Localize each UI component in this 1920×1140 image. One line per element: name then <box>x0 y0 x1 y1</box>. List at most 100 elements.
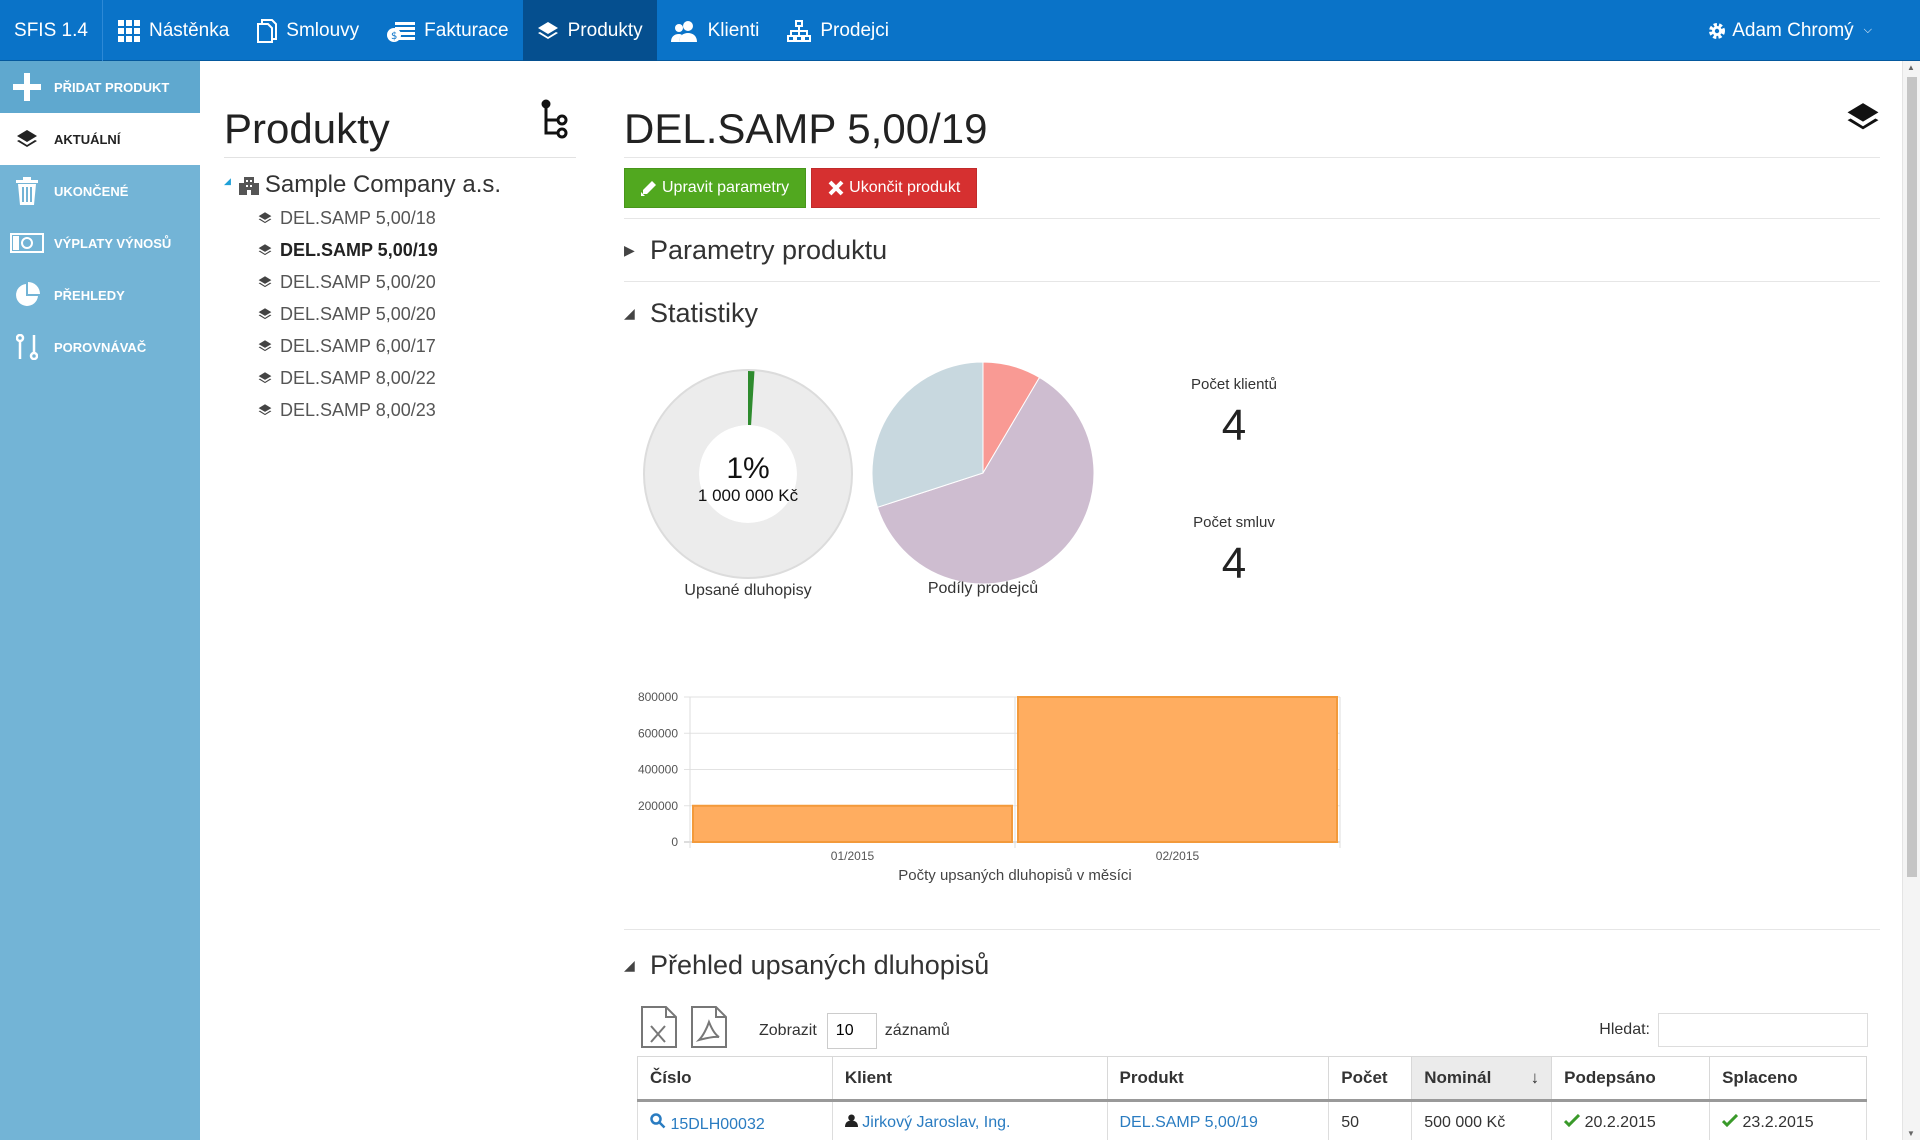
section-subscribed-bonds[interactable]: ◢ Přehled upsaných dluhopisů <box>624 934 1880 996</box>
y-tick-label: 200000 <box>638 799 678 813</box>
nav-item-prodejci[interactable]: Prodejci <box>773 0 903 61</box>
pie-icon <box>0 282 54 308</box>
expanded-arrow-icon: ◢ <box>624 956 635 973</box>
pdf-export-icon[interactable] <box>691 1006 727 1053</box>
product-tree-panel: Produkty ◢ Sample Company a.s. DEL.SAMP … <box>224 61 576 426</box>
tree-view-icon[interactable] <box>540 99 570 144</box>
sidebar: PŘIDAT PRODUKT AKTUÁLNÍ UKONČENÉ VÝPLATY… <box>0 61 200 1140</box>
x-tick-label: 01/2015 <box>831 849 875 863</box>
sidebar-item-reports[interactable]: PŘEHLEDY <box>0 269 200 321</box>
user-name: Adam Chromý <box>1732 19 1854 41</box>
donut-fill-segment <box>748 371 755 426</box>
product-tree-item[interactable]: DEL.SAMP 5,00/19 <box>258 234 576 266</box>
y-tick-label: 800000 <box>638 690 678 704</box>
bar-01/2015[interactable] <box>692 804 1013 843</box>
sellers-share-pie <box>871 361 1095 585</box>
excel-export-icon[interactable] <box>641 1006 677 1053</box>
product-name: DEL.SAMP 5,00/19 <box>280 239 438 260</box>
document-icon <box>257 18 278 43</box>
divider <box>624 929 1880 930</box>
sidebar-item-ended[interactable]: UKONČENÉ <box>0 165 200 217</box>
kpi-label: Počet smluv <box>1193 514 1275 531</box>
column-header-produkt[interactable]: Produkt <box>1106 1056 1330 1102</box>
sidebar-item-add-product[interactable]: PŘIDAT PRODUKT <box>0 61 200 113</box>
column-header-cislo[interactable]: Číslo <box>637 1056 833 1102</box>
donut-percent: 1% <box>726 452 770 485</box>
nav-item-klienti[interactable]: Klienti <box>657 0 774 61</box>
pie-slice-2[interactable] <box>871 361 984 508</box>
nav-item-nastenka[interactable]: Nástěnka <box>104 0 243 61</box>
cell-produkt: DEL.SAMP 5,00/19 <box>1106 1100 1330 1140</box>
svg-text:$: $ <box>391 31 397 42</box>
user-menu[interactable]: Adam Chromý ⌵ <box>1708 0 1872 61</box>
y-tick-label: 600000 <box>638 726 678 740</box>
page-size-control: Zobrazit záznamů <box>759 1013 950 1049</box>
product-tree-item[interactable]: DEL.SAMP 5,00/20 <box>258 298 576 330</box>
scroll-down-icon[interactable]: ▼ <box>1907 1129 1915 1138</box>
section-title: Parametry produktu <box>650 234 888 265</box>
end-product-button[interactable]: Ukončit produkt <box>811 168 978 208</box>
product-tree-item[interactable]: DEL.SAMP 6,00/17 <box>258 330 576 362</box>
section-product-parameters[interactable]: ▶ Parametry produktu <box>624 219 1880 281</box>
button-label: Ukončit produkt <box>849 179 961 196</box>
app-brand[interactable]: SFIS 1.4 <box>0 0 103 61</box>
column-header-pocet[interactable]: Počet <box>1328 1056 1413 1102</box>
section-statistics[interactable]: ◢ Statistiky <box>624 282 1880 344</box>
divider <box>224 157 576 158</box>
nav-item-smlouvy[interactable]: Smlouvy <box>243 0 373 61</box>
product-tree-item[interactable]: DEL.SAMP 8,00/22 <box>258 362 576 394</box>
search-label: Hledat: <box>1599 1021 1650 1038</box>
bonds-table-panel: Zobrazit záznamů Hledat: Číslo Klient Pr… <box>624 996 1880 1140</box>
gear-icon <box>1709 22 1726 39</box>
main-content: DEL.SAMP 5,00/19 Upravit parametry Ukonč… <box>624 61 1880 1140</box>
button-label: Upravit parametry <box>662 179 790 196</box>
product-name: DEL.SAMP 5,00/20 <box>280 271 436 292</box>
product-name: DEL.SAMP 5,00/18 <box>280 207 436 228</box>
cell-splaceno: 23.2.2015 <box>1709 1100 1867 1140</box>
search-input[interactable] <box>1658 1013 1868 1047</box>
check-icon <box>1722 1113 1739 1128</box>
nav-item-fakturace[interactable]: $ Fakturace <box>373 0 522 61</box>
money-icon <box>0 233 54 253</box>
product-name: DEL.SAMP 8,00/23 <box>280 399 436 420</box>
edit-parameters-button[interactable]: Upravit parametry <box>624 168 807 208</box>
column-header-splaceno[interactable]: Splaceno <box>1709 1056 1867 1102</box>
product-tree-item[interactable]: DEL.SAMP 5,00/18 <box>258 202 576 234</box>
nav-label: Fakturace <box>424 19 509 41</box>
layers-icon <box>258 340 272 352</box>
divider <box>624 218 1880 219</box>
kpi-label: Počet klientů <box>1191 376 1277 393</box>
search-icon <box>650 1112 666 1128</box>
column-header-klient[interactable]: Klient <box>831 1056 1108 1102</box>
column-header-nominal[interactable]: Nominál ↓ <box>1411 1056 1553 1102</box>
sidebar-item-label: VÝPLATY VÝNOSŮ <box>54 235 172 251</box>
kpi-value: 4 <box>1221 539 1247 588</box>
sidebar-item-compare[interactable]: POROVNÁVAČ <box>0 321 200 373</box>
cell-klient: Jirkový Jaroslav, Ing. <box>831 1100 1108 1140</box>
sidebar-item-label: PŘIDAT PRODUKT <box>54 79 170 95</box>
bar-02/2015[interactable] <box>1017 696 1338 843</box>
sidebar-item-current[interactable]: AKTUÁLNÍ <box>0 113 200 165</box>
product-tree-item[interactable]: DEL.SAMP 8,00/23 <box>258 394 576 426</box>
user-icon <box>844 1114 858 1127</box>
scrollbar-thumb[interactable] <box>1907 77 1917 877</box>
scroll-up-icon[interactable]: ▲ <box>1907 63 1915 72</box>
sidebar-item-label: POROVNÁVAČ <box>54 339 147 355</box>
column-header-podepsano[interactable]: Podepsáno <box>1551 1056 1711 1102</box>
page-scrollbar[interactable]: ▲ ▼ <box>1902 61 1920 1140</box>
pie-slice-1[interactable] <box>876 376 1095 585</box>
nav-item-produkty[interactable]: Produkty <box>522 0 657 61</box>
divider <box>624 157 1880 158</box>
expanded-triangle-icon[interactable]: ◢ <box>224 175 231 186</box>
tree-company-node[interactable]: ◢ Sample Company a.s. <box>224 170 576 200</box>
client-link[interactable]: Jirkový Jaroslav, Ing. <box>862 1114 1011 1131</box>
product-list: DEL.SAMP 5,00/18 DEL.SAMP 5,00/19 DEL.SAMP… <box>258 202 576 426</box>
contract-link[interactable]: 15DLH00032 <box>670 1115 765 1133</box>
product-tree-item[interactable]: DEL.SAMP 5,00/20 <box>258 266 576 298</box>
page-size-input[interactable] <box>826 1013 877 1049</box>
sidebar-item-payouts[interactable]: VÝPLATY VÝNOSŮ <box>0 217 200 269</box>
section-title: Statistiky <box>650 297 759 328</box>
layers-icon <box>258 372 272 384</box>
cell-nominal: 500 000 Kč <box>1411 1100 1553 1140</box>
product-link[interactable]: DEL.SAMP 5,00/19 <box>1119 1114 1258 1131</box>
